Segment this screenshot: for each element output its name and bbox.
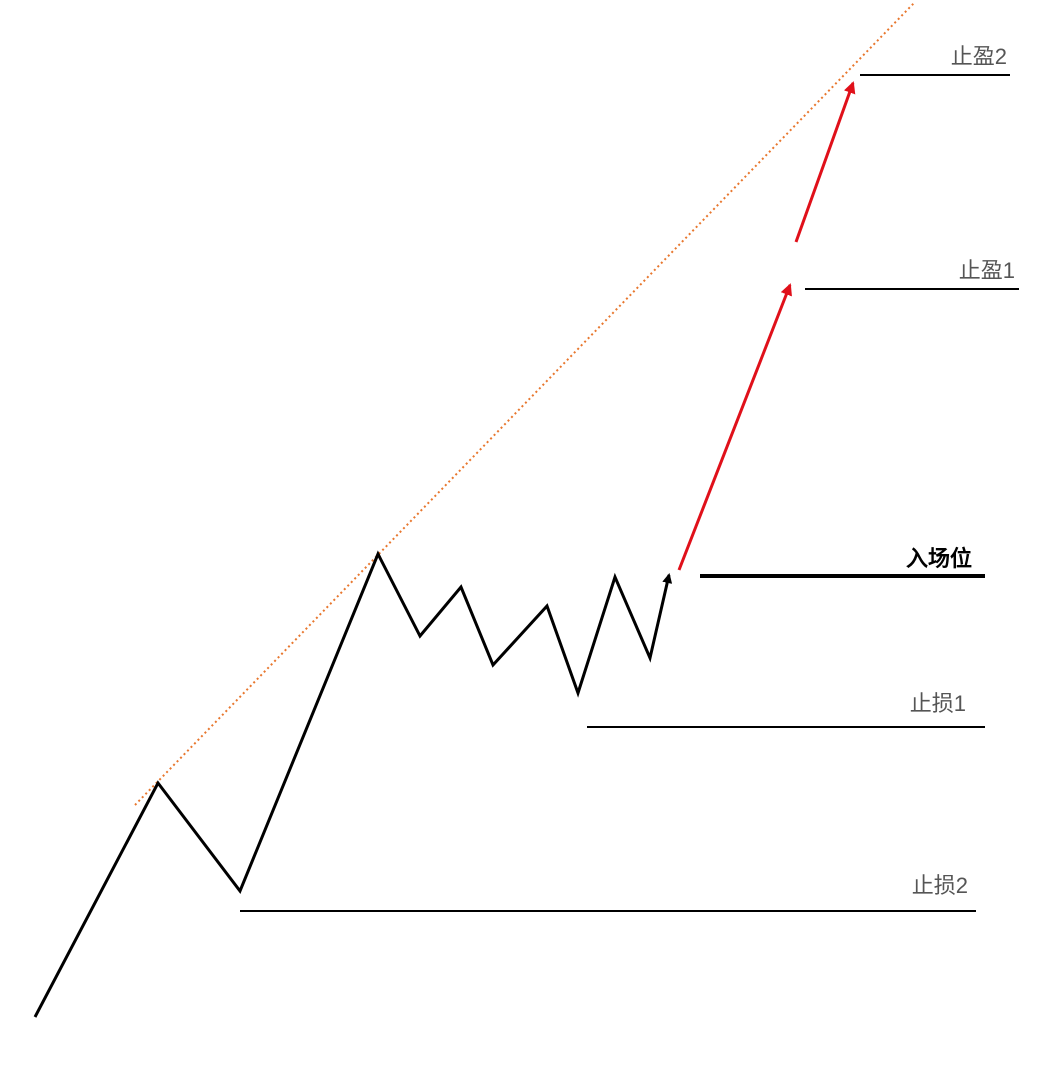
take-profit-2-label: 止盈2 [951,44,1007,69]
projection-arrow-2 [794,81,856,243]
take-profit-1-label: 止盈1 [959,258,1015,283]
stop-loss-1-label: 止损1 [910,691,966,716]
trendline-dotted [134,1,916,806]
entry-label: 入场位 [906,546,972,571]
stop-loss-2-label: 止损2 [912,873,968,898]
price-path [33,550,673,1018]
projection-arrow-1 [677,283,792,571]
